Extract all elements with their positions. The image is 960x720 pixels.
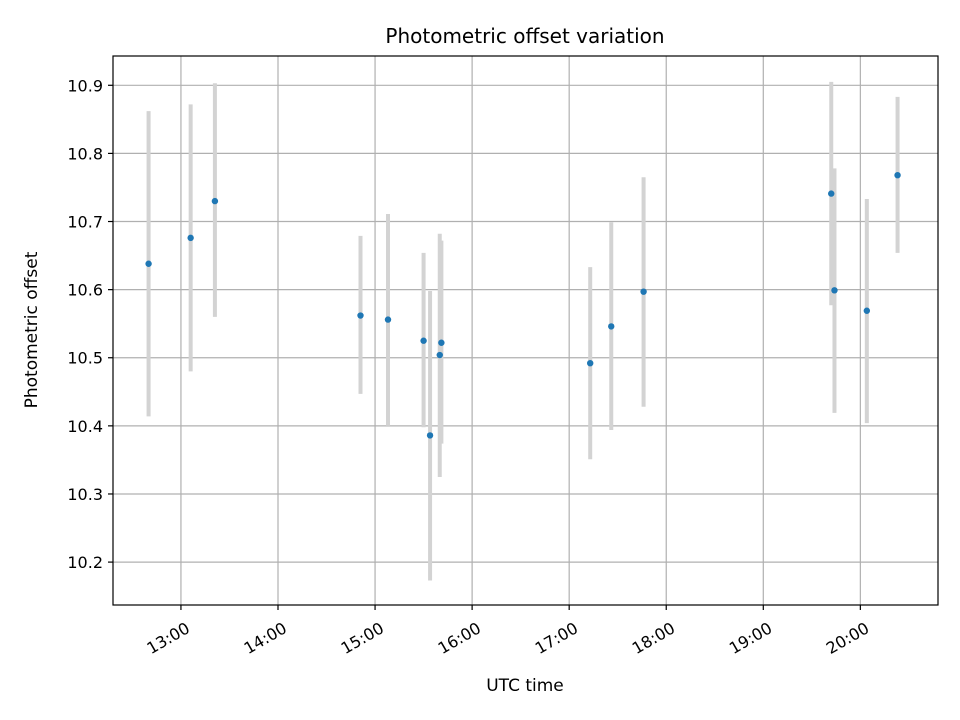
data-point — [640, 288, 647, 295]
y-tick-label: 10.7 — [67, 213, 103, 232]
data-point — [211, 197, 219, 205]
plot-frame — [112, 55, 939, 606]
data-point — [420, 337, 427, 344]
data-point — [384, 316, 392, 323]
marker-layer — [145, 171, 901, 439]
chart-title: Photometric offset variation — [385, 24, 664, 48]
y-tick-label: 10.5 — [67, 349, 103, 368]
plot-area — [113, 56, 938, 605]
y-tick-label: 10.6 — [67, 281, 103, 300]
data-point — [828, 190, 835, 197]
data-point — [436, 351, 443, 359]
data-point — [357, 312, 364, 319]
y-tick-label: 10.2 — [67, 553, 103, 572]
y-tick-label: 10.9 — [67, 76, 103, 95]
data-point — [831, 287, 838, 294]
y-axis-title: Photometric offset — [22, 251, 42, 408]
data-point — [438, 339, 445, 346]
data-point — [608, 323, 615, 330]
y-tick-label: 10.4 — [67, 417, 103, 436]
data-point — [145, 260, 152, 267]
data-point — [894, 171, 901, 179]
y-tick-label: 10.8 — [67, 144, 103, 163]
data-point — [426, 432, 434, 439]
x-axis-title: UTC time — [486, 676, 564, 696]
data-point — [863, 307, 871, 314]
y-axis: 10.2 10.3 10.4 10.5 10.6 10.7 10.8 10.9 — [67, 76, 113, 572]
data-point — [587, 359, 594, 367]
y-tick-label: 10.3 — [67, 485, 103, 504]
data-point — [187, 234, 194, 242]
grid-layer — [113, 56, 938, 605]
